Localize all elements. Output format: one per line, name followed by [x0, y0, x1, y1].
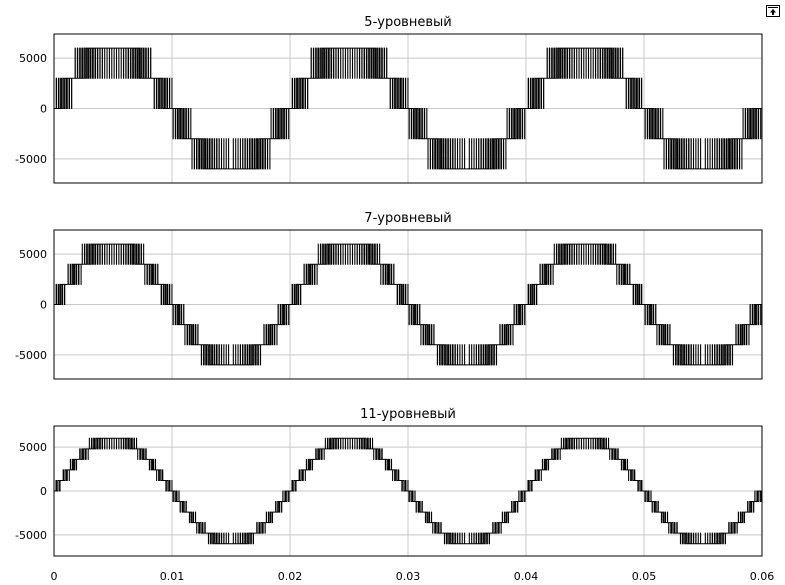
- chart-title: 5-уровневый: [364, 15, 451, 30]
- x-tick-label: 0.05: [632, 570, 657, 583]
- series-line: [54, 243, 762, 366]
- undock-button[interactable]: [766, 5, 780, 17]
- plot-frame: [53, 33, 763, 184]
- y-tick-label: -5000: [15, 153, 47, 166]
- chart-title: 7-уровневый: [364, 211, 451, 226]
- y-tick-label: 5000: [19, 52, 47, 65]
- y-tick-label: 5000: [19, 441, 47, 454]
- series-line: [54, 47, 762, 170]
- x-tick-label: 0.06: [750, 570, 775, 583]
- x-tick-label: 0.04: [514, 570, 539, 583]
- x-tick-label: 0.03: [396, 570, 421, 583]
- undock-icon: [766, 5, 780, 17]
- chart-panel-1: 5-уровневый -5000 0 5000: [15, 15, 763, 184]
- x-tick-label: 0: [51, 570, 58, 583]
- chart-panel-2: 7-уровневый -5000 0 5000: [15, 211, 763, 380]
- y-tick-label: 0: [40, 103, 47, 116]
- x-tick-labels: 0 0.01 0.02 0.03 0.04 0.05 0.06: [51, 570, 775, 583]
- chart-panel-3: 11-уровневый -5000 0 5000: [15, 407, 763, 557]
- x-tick-label: 0.02: [278, 570, 303, 583]
- y-tick-label: 5000: [19, 248, 47, 261]
- y-tick-label: 0: [40, 299, 47, 312]
- x-tick-label: 0.01: [160, 570, 185, 583]
- series-line: [54, 437, 762, 545]
- plot-frame: [53, 229, 763, 380]
- y-tick-label: 0: [40, 485, 47, 498]
- plots-layer: 5-уровневый -5000 0 5000 7-уровневый -5000 0 50…: [15, 15, 763, 557]
- y-tick-label: -5000: [15, 529, 47, 542]
- plot-frame: [53, 425, 763, 557]
- y-tick-label: -5000: [15, 349, 47, 362]
- chart-title: 11-уровневый: [360, 407, 456, 422]
